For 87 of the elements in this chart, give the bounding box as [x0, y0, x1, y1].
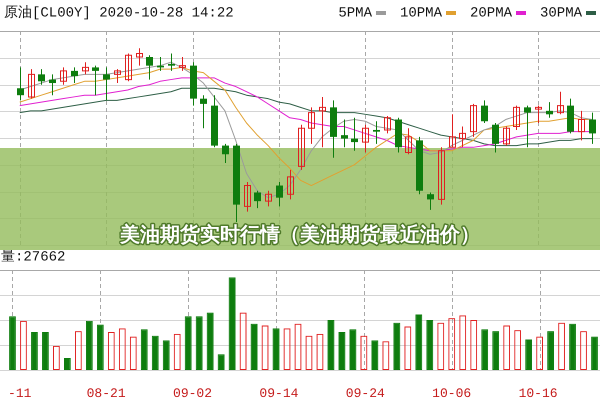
- bar: [350, 329, 356, 370]
- candlestick: [503, 126, 510, 146]
- bar: [96, 324, 104, 370]
- bar: [250, 324, 258, 370]
- bar: [206, 312, 214, 370]
- candlestick: [114, 68, 121, 84]
- x-tick-label: 09-24: [346, 386, 385, 400]
- candlestick: [222, 143, 229, 164]
- candlestick: [146, 54, 153, 80]
- bar: [547, 331, 554, 370]
- y-axis-title: 量:27662: [1, 250, 66, 266]
- bar: [328, 320, 334, 370]
- text: 美油期货实时行情（美油期货最近油价）: [119, 222, 480, 246]
- bar: [393, 322, 400, 370]
- candlestick: [276, 182, 283, 207]
- bar: [426, 320, 434, 370]
- bar: [591, 336, 598, 370]
- candlestick: [298, 124, 305, 170]
- x-tick-label: 08-21: [86, 386, 126, 400]
- candlestick: [136, 48, 143, 66]
- bar: [228, 277, 236, 370]
- bar: [9, 316, 16, 370]
- candlestick: [17, 66, 24, 101]
- candlestick: [308, 106, 315, 144]
- x-tick-label: 10-16: [518, 386, 558, 400]
- bar: [162, 340, 170, 370]
- candlestick: [125, 53, 132, 82]
- candlestick: [384, 116, 391, 134]
- bar: [31, 332, 38, 370]
- legend-label: 10PMA: [400, 6, 443, 22]
- candlestick: [92, 65, 99, 96]
- candlestick: [157, 56, 164, 72]
- candlestick: [82, 62, 89, 75]
- candlestick: [427, 192, 434, 210]
- candlestick: [513, 105, 520, 130]
- candlestick: [200, 94, 207, 129]
- candlestick: [405, 128, 412, 155]
- candlestick: [362, 124, 369, 154]
- bar: [371, 340, 378, 370]
- candlestick: [319, 96, 326, 148]
- bar: [184, 316, 192, 370]
- bar: [492, 331, 500, 370]
- bar: [525, 339, 532, 370]
- bar: [481, 329, 488, 370]
- legend-label: 30PMA: [540, 6, 583, 22]
- candlestick: [492, 122, 499, 154]
- candlestick: [254, 190, 261, 209]
- candlestick: [470, 103, 477, 138]
- x-tick-label: 09-02: [173, 386, 212, 400]
- x-tick-label: -11: [8, 386, 32, 400]
- candlestick: [557, 91, 564, 115]
- bar: [218, 354, 225, 370]
- legend-label: 5PMA: [338, 6, 373, 22]
- bar: [140, 329, 148, 370]
- bar: [415, 314, 422, 370]
- bar: [338, 332, 346, 370]
- candlestick: [103, 66, 110, 101]
- candlestick: [524, 105, 531, 148]
- bar: [569, 324, 576, 370]
- candlestick: [38, 68, 45, 86]
- bar: [272, 328, 280, 370]
- candlestick: [287, 169, 294, 200]
- candlestick: [28, 68, 35, 100]
- candlestick: [481, 100, 488, 124]
- candlestick: [179, 56, 186, 72]
- candlestick: [71, 66, 78, 84]
- candlestick: [449, 114, 456, 148]
- candlestick: [546, 102, 553, 118]
- bar: [196, 316, 203, 370]
- candlestick: [459, 126, 466, 148]
- chart-subtitle: 原油[CL00Y] 2020-10-28 14:22: [4, 4, 234, 22]
- candlestick: [589, 112, 596, 144]
- candlestick: [60, 66, 67, 86]
- x-tick-label: 10-06: [432, 386, 472, 400]
- bar: [42, 332, 49, 370]
- candlestick: [341, 119, 348, 148]
- candlestick: [578, 110, 585, 141]
- legend-label: 20PMA: [470, 6, 513, 22]
- candlestick: [244, 182, 251, 212]
- candlestick: [265, 190, 272, 207]
- candlestick: [351, 117, 358, 152]
- x-tick-label: 09-14: [259, 386, 299, 400]
- candlestick: [438, 146, 445, 206]
- candlestick: [49, 74, 56, 96]
- bar: [86, 320, 93, 370]
- candlestick: [535, 105, 542, 124]
- bar: [152, 336, 159, 370]
